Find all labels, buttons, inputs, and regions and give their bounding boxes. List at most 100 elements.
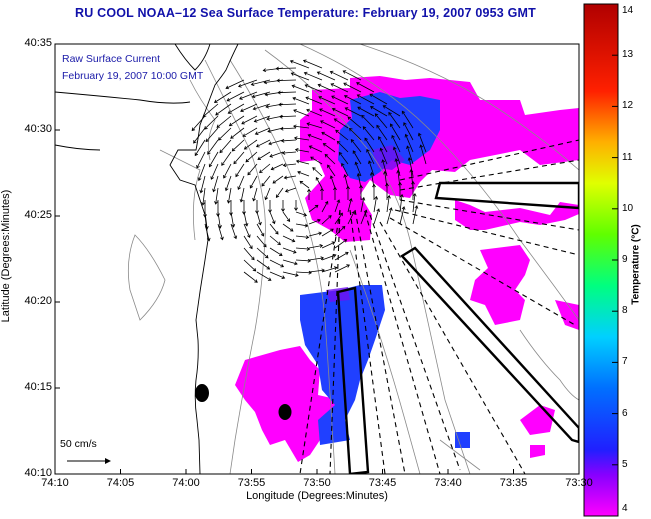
current-vector — [392, 146, 401, 165]
current-vector — [334, 239, 348, 249]
current-vector — [256, 235, 267, 248]
current-vector — [217, 127, 232, 141]
current-vector — [308, 256, 325, 261]
current-vector — [299, 180, 310, 189]
current-vector — [294, 148, 310, 153]
current-vector — [210, 163, 219, 180]
current-vector — [269, 247, 283, 256]
current-vector — [403, 122, 414, 141]
current-vector — [281, 150, 297, 155]
current-vector — [207, 139, 219, 155]
current-vector — [217, 223, 224, 241]
current-vector — [240, 103, 258, 113]
current-vector — [357, 106, 375, 117]
current-vector — [373, 208, 380, 225]
current-vector — [282, 211, 291, 223]
current-vector — [295, 223, 309, 228]
current-vector — [347, 198, 353, 213]
current-vector — [254, 127, 271, 135]
current-vector — [280, 138, 297, 143]
current-vector — [318, 96, 336, 105]
current-vector — [307, 133, 323, 141]
colorbar-tick-label: 8 — [622, 305, 628, 317]
current-vector — [308, 218, 321, 225]
x-tick-label: 74:05 — [106, 477, 135, 489]
x-tick-label: 74:10 — [41, 477, 69, 489]
current-vector — [376, 124, 388, 141]
current-vector — [382, 105, 401, 117]
current-vector — [333, 186, 337, 200]
current-vector — [331, 107, 349, 117]
current-vector — [295, 159, 310, 165]
current-vector — [391, 134, 401, 153]
current-vector — [284, 187, 297, 193]
current-vector — [306, 108, 323, 117]
current-vector — [261, 175, 271, 187]
current-vector — [388, 111, 401, 129]
current-vector — [295, 246, 311, 251]
current-vector — [364, 137, 375, 153]
bathymetry-contours — [127, 44, 579, 474]
current-vector — [292, 96, 310, 105]
current-vector — [406, 145, 414, 165]
current-vector — [347, 116, 362, 129]
current-vector — [356, 81, 375, 93]
current-vector — [293, 109, 310, 117]
current-vector — [343, 82, 362, 93]
current-vector — [216, 115, 232, 128]
y-axis-ticks — [55, 43, 60, 475]
current-vector — [275, 66, 297, 71]
current-vector — [282, 271, 299, 277]
current-vector — [252, 187, 258, 202]
current-vector — [419, 144, 427, 165]
current-vector — [310, 156, 323, 165]
current-vector — [407, 157, 414, 177]
current-vector — [386, 207, 393, 225]
current-vector — [241, 115, 258, 125]
current-vector — [369, 93, 388, 105]
current-vector — [308, 244, 324, 249]
current-vector — [215, 103, 232, 116]
current-vector — [334, 251, 349, 261]
current-vector — [308, 145, 323, 153]
current-vector — [243, 139, 258, 150]
x-tick-label: 73:30 — [565, 477, 593, 489]
current-vector — [295, 235, 310, 240]
current-vector — [319, 108, 336, 117]
current-vector — [329, 70, 349, 81]
current-vector — [243, 259, 257, 272]
current-vector — [245, 151, 258, 163]
current-vector — [205, 127, 219, 143]
current-vector — [394, 158, 401, 177]
x-tick-label: 73:50 — [303, 477, 331, 489]
x-tick-label: 73:45 — [368, 477, 397, 489]
current-vector — [275, 187, 284, 199]
current-vector — [389, 123, 401, 141]
current-vector — [378, 136, 388, 153]
current-vector — [321, 200, 329, 213]
current-vector — [317, 83, 336, 93]
x-tick-label: 73:40 — [434, 477, 462, 489]
colorbar-label: Temperature (°C) — [630, 224, 642, 305]
current-vector — [289, 59, 310, 69]
y-tick-label: 40:15 — [24, 381, 52, 393]
current-vector — [372, 183, 376, 200]
current-vector — [368, 160, 375, 177]
map-title: RU COOL NOAA–12 Sea Surface Temperature:… — [74, 6, 537, 20]
current-vector — [243, 211, 249, 227]
current-vector — [256, 259, 271, 270]
current-vector — [202, 103, 219, 118]
current-vector — [230, 127, 245, 139]
current-vector — [233, 151, 245, 165]
current-vector — [308, 231, 323, 237]
current-vector — [279, 114, 297, 119]
current-vector — [398, 181, 402, 200]
current-vectors — [191, 59, 427, 283]
current-vector — [341, 162, 349, 177]
current-vector — [219, 139, 232, 154]
current-vector — [278, 102, 297, 107]
y-tick-label: 40:10 — [24, 467, 52, 479]
current-vector — [279, 126, 297, 131]
current-vector — [330, 83, 349, 93]
colorbar-ticks — [612, 3, 618, 517]
